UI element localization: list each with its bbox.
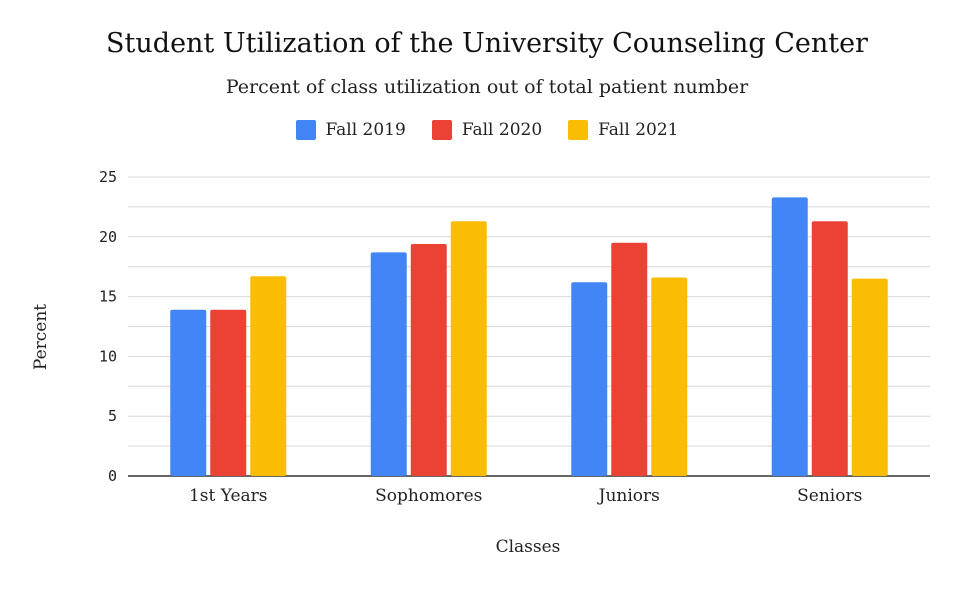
bar-fall-2021-sophomores [450, 221, 487, 476]
chart-subtitle: Percent of class utilization out of tota… [225, 76, 749, 98]
legend-item-fall-2020: Fall 2020 [431, 120, 543, 140]
legend-item-fall-2021: Fall 2021 [568, 120, 678, 140]
y-tick-label: 25 [99, 168, 117, 186]
bar-fall-2021-juniors [651, 277, 688, 476]
legend-item-fall-2019: Fall 2019 [295, 120, 406, 140]
legend: Fall 2019 Fall 2020 Fall 2021 [0, 120, 974, 140]
bar-fall-2019-sophomores [370, 252, 407, 476]
x-category-label: Juniors [597, 486, 660, 506]
bar-fall-2019-seniors [771, 197, 808, 476]
x-category-label: 1st Years [189, 486, 268, 506]
legend-swatch-fall-2020 [431, 120, 452, 140]
x-category-label: Sophomores [375, 486, 482, 506]
gridlines [128, 176, 930, 477]
bar-fall-2020-1st-years [210, 309, 247, 476]
y-axis-title: Percent [31, 304, 51, 370]
legend-label-fall-2019: Fall 2019 [325, 120, 406, 140]
bar-fall-2019-1st-years [170, 309, 207, 476]
y-tick-label: 10 [99, 347, 117, 365]
bar-fall-2020-sophomores [410, 243, 447, 476]
y-tick-label: 15 [99, 288, 117, 306]
bars [170, 197, 888, 476]
y-tick-label: 20 [99, 228, 117, 246]
y-tick-label: 0 [108, 467, 117, 485]
bar-fall-2020-seniors [811, 221, 848, 476]
x-category-label: Seniors [797, 486, 862, 506]
bar-fall-2019-juniors [571, 282, 608, 476]
legend-swatch-fall-2021 [568, 120, 589, 140]
legend-label-fall-2021: Fall 2021 [598, 120, 679, 140]
chart-title: Student Utilization of the University Co… [106, 28, 868, 59]
legend-label-fall-2020: Fall 2020 [461, 120, 543, 140]
x-category-labels: 1st Years Sophomores Juniors Seniors [189, 486, 862, 506]
y-tick-label: 5 [108, 407, 117, 425]
bar-fall-2021-seniors [851, 278, 888, 476]
bar-fall-2021-1st-years [250, 276, 287, 476]
bar-fall-2020-juniors [611, 242, 648, 476]
legend-swatch-fall-2019 [295, 120, 316, 140]
y-tick-labels: 0 5 10 15 20 25 [99, 168, 117, 485]
x-axis-title: Classes [496, 537, 561, 557]
